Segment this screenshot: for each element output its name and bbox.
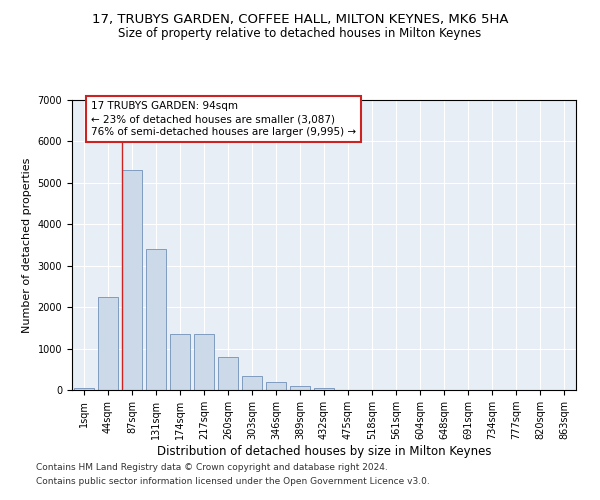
Bar — [98, 297, 118, 390]
Y-axis label: Number of detached properties: Number of detached properties — [22, 158, 32, 332]
Text: 17, TRUBYS GARDEN, COFFEE HALL, MILTON KEYNES, MK6 5HA: 17, TRUBYS GARDEN, COFFEE HALL, MILTON K… — [92, 12, 508, 26]
Text: Size of property relative to detached houses in Milton Keynes: Size of property relative to detached ho… — [118, 28, 482, 40]
Text: 17 TRUBYS GARDEN: 94sqm
← 23% of detached houses are smaller (3,087)
76% of semi: 17 TRUBYS GARDEN: 94sqm ← 23% of detache… — [91, 101, 356, 137]
Bar — [290, 386, 310, 390]
Text: Contains HM Land Registry data © Crown copyright and database right 2024.: Contains HM Land Registry data © Crown c… — [36, 464, 388, 472]
Bar — [218, 357, 238, 390]
Bar — [314, 388, 334, 390]
Bar — [170, 334, 190, 390]
Bar — [242, 376, 262, 390]
Bar — [74, 388, 94, 390]
Bar — [146, 249, 166, 390]
Bar — [122, 170, 142, 390]
X-axis label: Distribution of detached houses by size in Milton Keynes: Distribution of detached houses by size … — [157, 445, 491, 458]
Text: Contains public sector information licensed under the Open Government Licence v3: Contains public sector information licen… — [36, 477, 430, 486]
Bar — [266, 382, 286, 390]
Bar — [194, 334, 214, 390]
